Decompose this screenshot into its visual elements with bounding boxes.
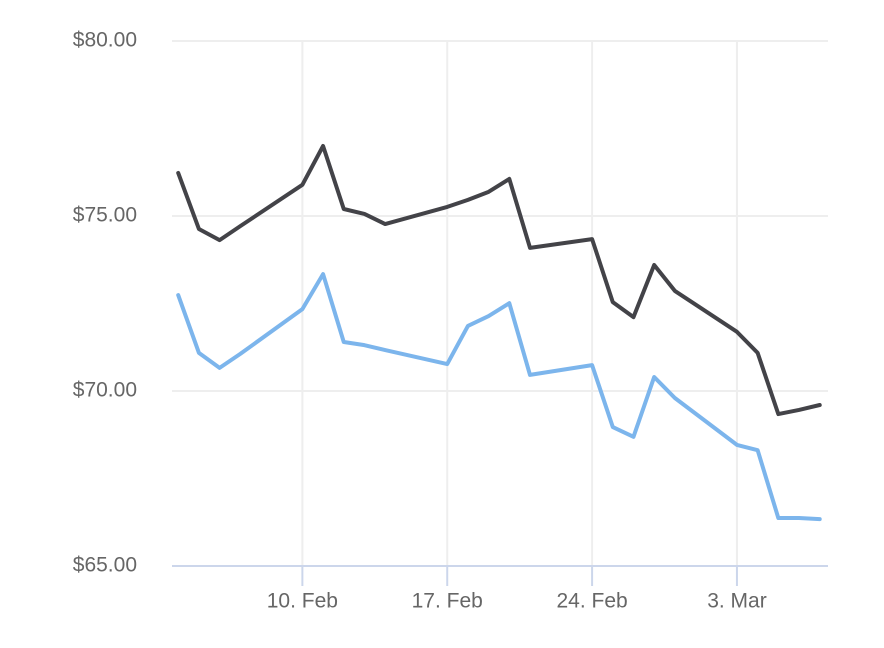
x-tick-label: 17. Feb [412,590,483,613]
x-tick-label: 24. Feb [556,590,627,613]
line-series [176,272,822,522]
y-tick-label: $75.00 [73,204,137,227]
x-tick-label: 3. Mar [707,590,767,613]
line-series [176,144,822,417]
y-tick-label: $70.00 [73,379,137,402]
y-tick-label: $80.00 [73,29,137,52]
x-tick-label: 10. Feb [267,590,338,613]
y-tick-label: $65.00 [73,554,137,577]
